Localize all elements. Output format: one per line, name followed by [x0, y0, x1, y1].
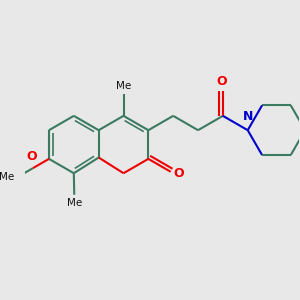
Text: O: O [26, 150, 37, 163]
Text: Me: Me [67, 198, 82, 208]
Text: Me: Me [0, 172, 14, 182]
Text: Me: Me [116, 81, 131, 91]
Text: N: N [242, 110, 253, 123]
Text: O: O [173, 167, 184, 180]
Text: O: O [216, 75, 227, 88]
